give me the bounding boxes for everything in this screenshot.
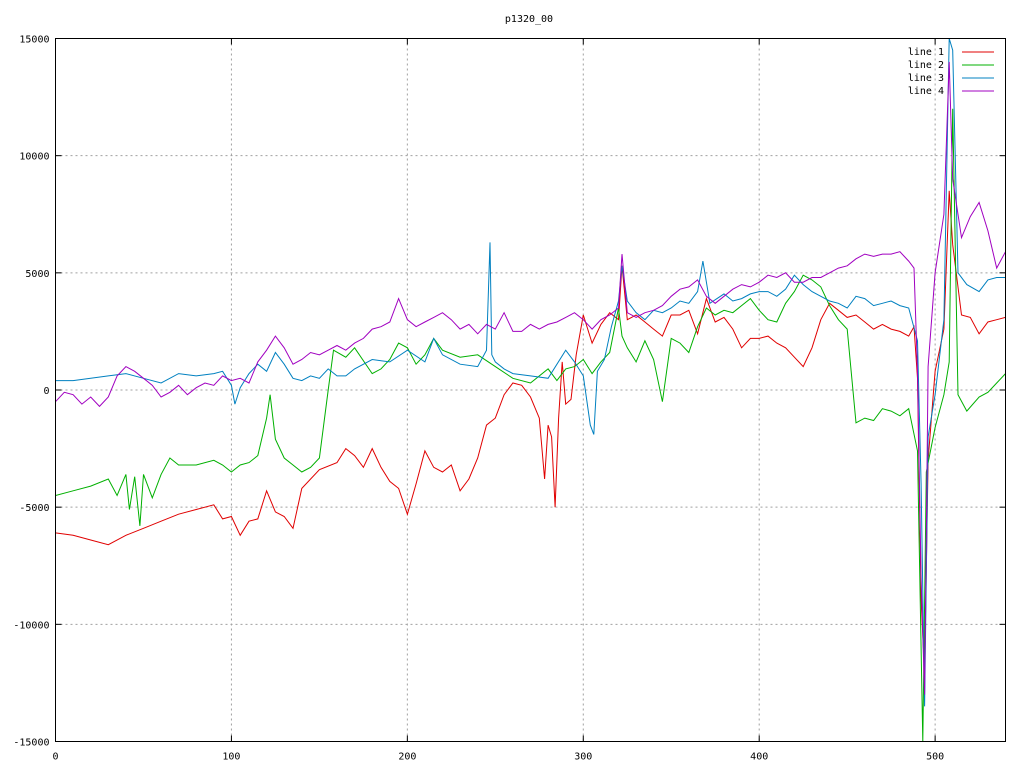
legend: line 1 line 2 line 3 line 4 [908, 47, 994, 97]
legend-label: line 2 [908, 60, 944, 71]
x-tick-label: 300 [574, 752, 592, 763]
y-tick-label: -10000 [13, 620, 49, 631]
legend-label: line 4 [908, 86, 944, 97]
x-tick-label: 0 [52, 752, 58, 763]
y-axis: -15000 -10000 -5000 0 5000 10000 15000 [13, 35, 1006, 749]
chart-title: p1320_00 [505, 14, 553, 25]
x-tick-label: 400 [750, 752, 768, 763]
grid [55, 38, 1006, 742]
x-axis: 0 100 200 300 400 500 [52, 38, 944, 763]
series-line-2 [55, 108, 1006, 742]
x-tick-label: 200 [398, 752, 416, 763]
x-tick-label: 100 [222, 752, 240, 763]
x-tick-label: 500 [926, 752, 944, 763]
series-line-4 [55, 61, 1006, 695]
legend-label: line 1 [908, 47, 944, 58]
y-tick-label: -15000 [13, 738, 49, 749]
series-line-1 [55, 190, 1006, 672]
y-tick-label: 15000 [19, 35, 49, 46]
y-tick-label: 10000 [19, 152, 49, 163]
plot-area [55, 38, 1006, 742]
series-line-3 [55, 38, 1006, 707]
y-tick-label: -5000 [19, 503, 49, 514]
legend-label: line 3 [908, 73, 944, 84]
y-tick-label: 5000 [25, 269, 49, 280]
y-tick-label: 0 [43, 386, 49, 397]
